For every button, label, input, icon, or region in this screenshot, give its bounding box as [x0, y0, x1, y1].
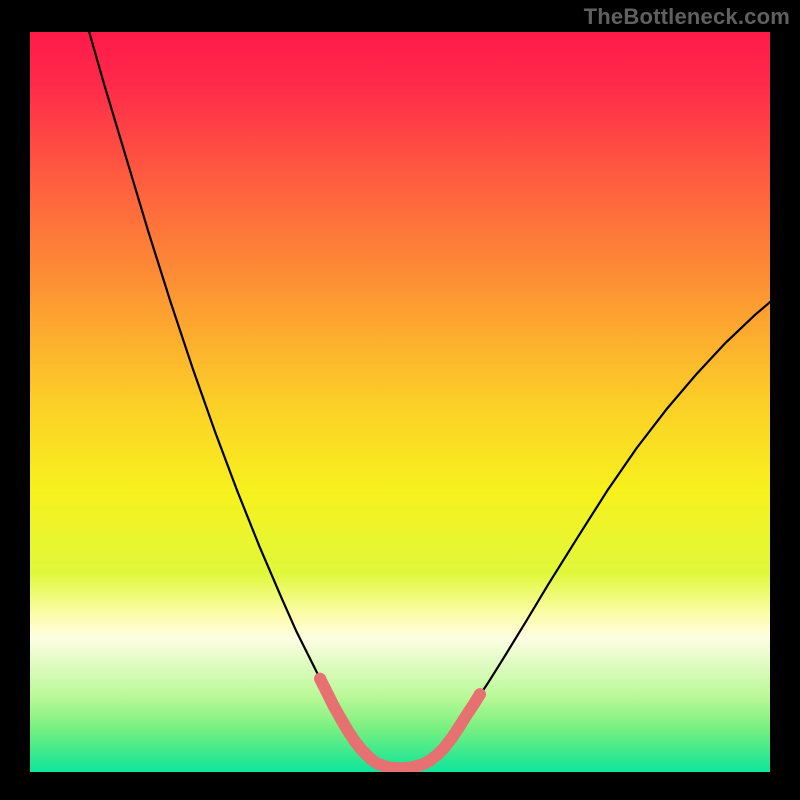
chart-svg	[30, 32, 770, 772]
overlay-right-endpoint	[474, 688, 486, 700]
plot-background	[30, 32, 770, 772]
plot-area	[30, 32, 770, 772]
chart-frame: TheBottleneck.com	[0, 0, 800, 800]
watermark-text: TheBottleneck.com	[584, 4, 790, 30]
overlay-left-endpoint	[314, 673, 326, 685]
